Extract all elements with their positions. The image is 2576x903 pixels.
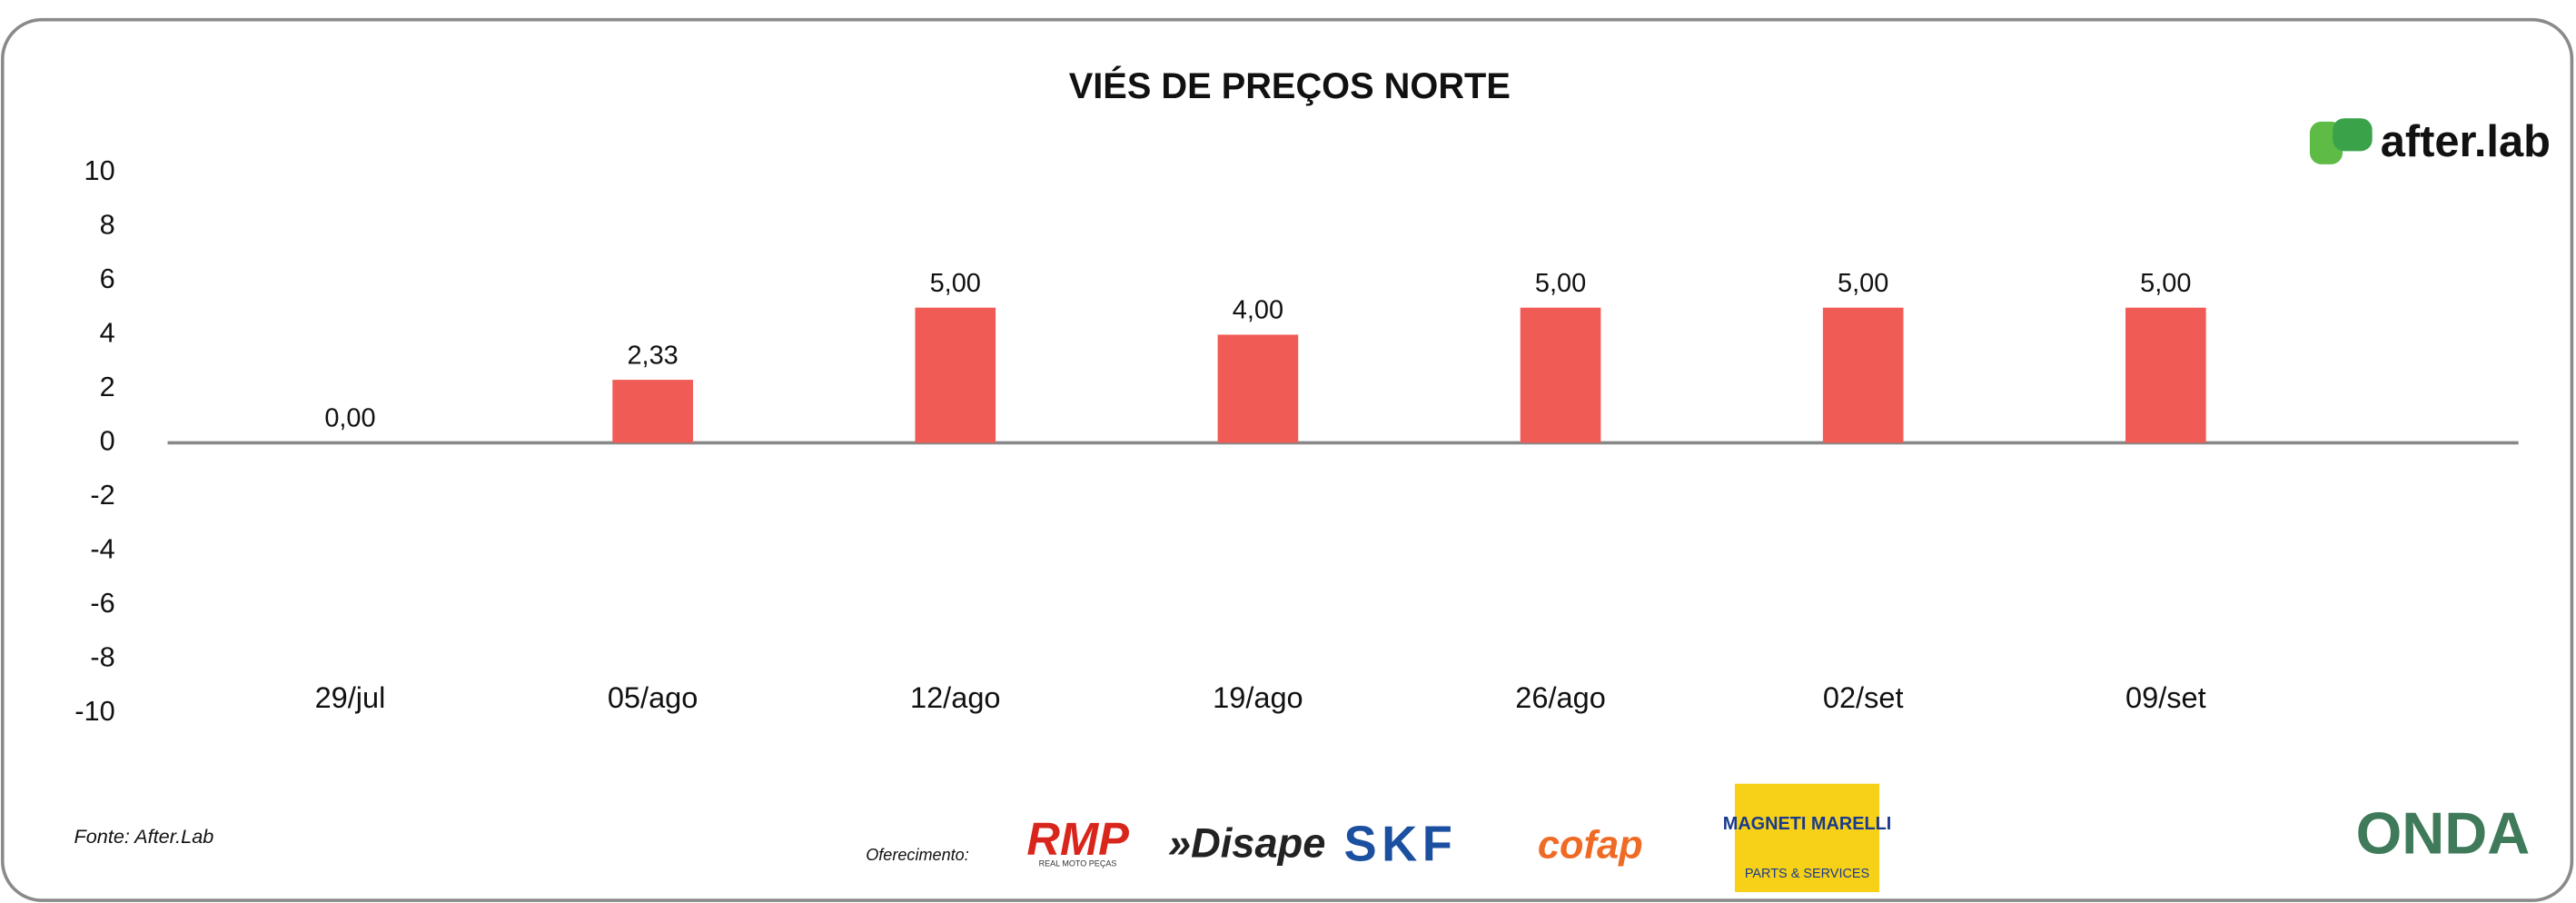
bar <box>612 380 693 443</box>
logo-icon <box>2333 118 2373 152</box>
source: Fonte: After.Lab <box>74 825 213 848</box>
x-tick-label: 19/ago <box>1213 681 1303 714</box>
y-tick-label: 10 <box>84 154 114 186</box>
disape-logo: »Disape <box>1168 819 1325 866</box>
y-tick-label: 0 <box>100 425 115 457</box>
bar <box>1217 334 1299 443</box>
bar <box>2125 307 2206 443</box>
y-tick-label: 2 <box>100 371 115 402</box>
rmp-logo: RMP <box>1026 813 1129 865</box>
value-label: 5,00 <box>1838 269 1888 298</box>
magneti-box <box>1734 783 1880 893</box>
x-tick-label: 26/ago <box>1515 681 1606 714</box>
y-tick-label: 6 <box>100 263 115 294</box>
value-label: 5,00 <box>1535 269 1586 298</box>
value-label: 2,33 <box>627 341 678 370</box>
y-tick-label: 4 <box>100 317 115 349</box>
x-tick-label: 02/set <box>1823 681 1904 714</box>
after-lab-logo: after.lab <box>2309 117 2551 166</box>
y-tick-label: -2 <box>90 479 114 511</box>
x-tick-label: 12/ago <box>910 681 1001 714</box>
frame <box>0 17 2574 902</box>
y-tick-label: 8 <box>100 209 115 241</box>
onda-logo: ONDA <box>2356 800 2531 867</box>
rmp-sub: REAL MOTO PEÇAS <box>1039 859 1117 868</box>
x-tick-label: 09/set <box>2125 681 2206 714</box>
y-tick-label: -8 <box>90 641 114 673</box>
value-label: 4,00 <box>1233 296 1283 325</box>
magneti-sub: PARTS & SERVICES <box>1745 867 1869 881</box>
y-tick-label: -4 <box>90 533 114 565</box>
bar <box>915 307 996 443</box>
brand: after.lab <box>2381 117 2551 166</box>
y-tick-label: -6 <box>90 587 114 619</box>
bar <box>1822 307 1904 443</box>
magneti-logo: MAGNETI MARELLI <box>1723 814 1891 834</box>
value-label: 5,00 <box>2140 269 2191 298</box>
value-label: 0,00 <box>324 404 375 433</box>
value-label: 5,00 <box>930 269 981 298</box>
bar <box>1520 307 1601 443</box>
skf-logo: SKF <box>1343 818 1457 872</box>
x-tick-label: 29/jul <box>315 681 386 714</box>
sponsor-label: Oferecimento: <box>866 846 969 864</box>
x-tick-label: 05/ago <box>608 681 698 714</box>
cofap-logo: cofap <box>1538 824 1643 868</box>
y-tick-label: -10 <box>74 695 114 727</box>
chart-title: VIÉS DE PREÇOS NORTE <box>1069 64 1511 106</box>
